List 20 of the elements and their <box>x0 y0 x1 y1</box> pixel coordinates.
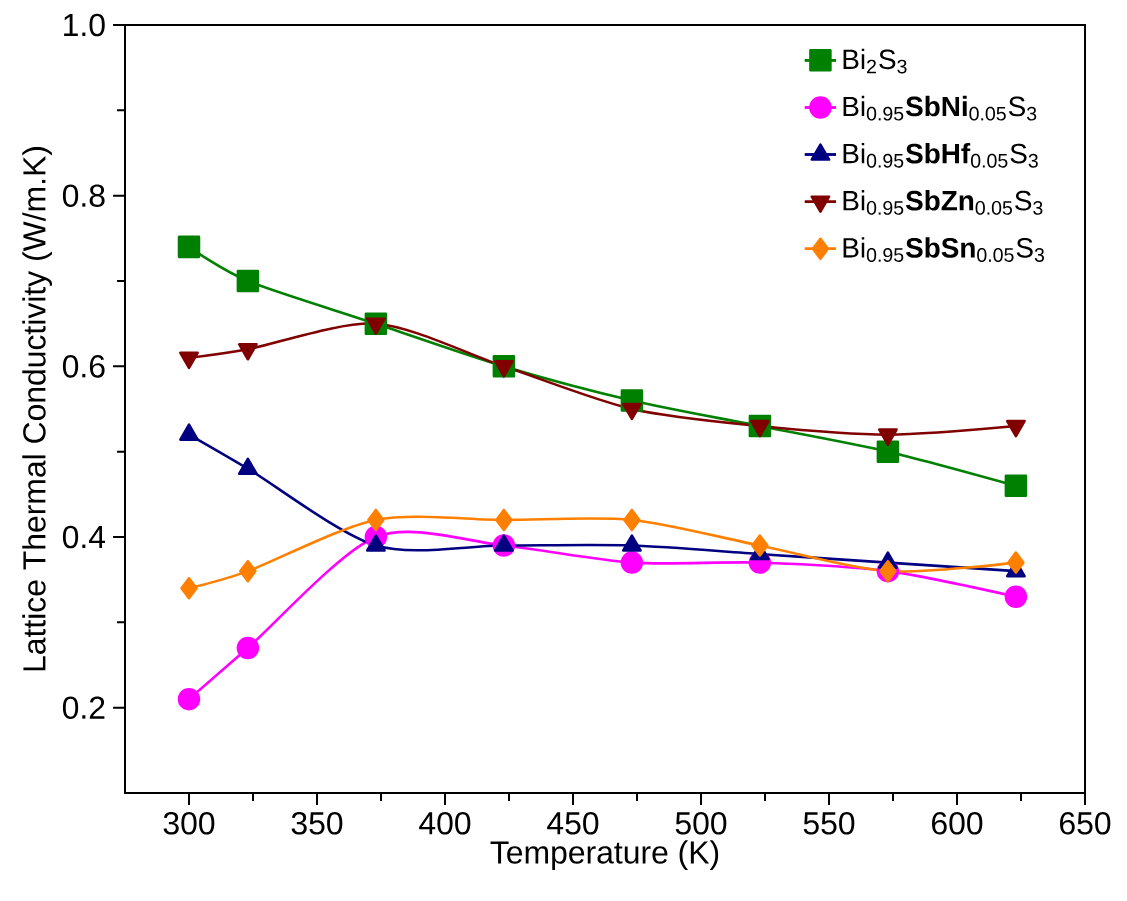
y-axis-title: Lattice Thermal Conductivity (W/m.K) <box>22 147 52 671</box>
x-axis-title: Temperature (K) <box>490 840 719 870</box>
x-tick-label: 500 <box>675 812 727 835</box>
y-tick-label: 0.6 <box>62 355 105 378</box>
x-tick-label: 600 <box>932 812 983 835</box>
y-tick-label: 0.4 <box>62 525 106 549</box>
x-tick-label: 400 <box>419 812 471 835</box>
y-tick-label: 0.2 <box>62 696 105 719</box>
x-tick-label: 550 <box>803 812 855 835</box>
y-tick-label: 1.0 <box>64 13 105 37</box>
legend-label: Bi$_{2}$S$_{3}$ <box>843 48 907 74</box>
y-tick-label: 0.8 <box>62 184 105 207</box>
x-tick-label: 350 <box>291 812 343 835</box>
legend-label: Bi$_{0.95}$SbZn$_{0.05}$S$_{3}$ <box>843 190 1043 215</box>
legend-label: Bi$_{0.95}$SbNi$_{0.05}$S$_{3}$ <box>843 95 1037 121</box>
legend-label: Bi$_{0.95}$SbHf$_{0.05}$S$_{3}$ <box>843 142 1038 168</box>
x-tick-label: 650 <box>1060 812 1111 835</box>
legend-label: Bi$_{0.95}$SbSn$_{0.05}$S$_{3}$ <box>843 237 1044 262</box>
x-tick-label: 450 <box>547 812 599 835</box>
x-tick-label: 300 <box>163 812 215 835</box>
